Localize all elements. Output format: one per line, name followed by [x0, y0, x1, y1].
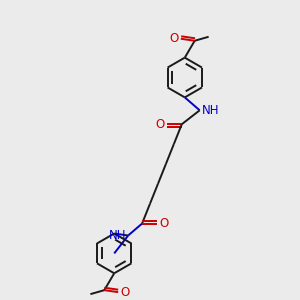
Text: NH: NH: [109, 229, 126, 242]
Text: O: O: [159, 217, 168, 230]
Text: O: O: [169, 32, 179, 45]
Text: NH: NH: [202, 104, 219, 117]
Text: O: O: [156, 118, 165, 131]
Text: O: O: [120, 286, 129, 299]
